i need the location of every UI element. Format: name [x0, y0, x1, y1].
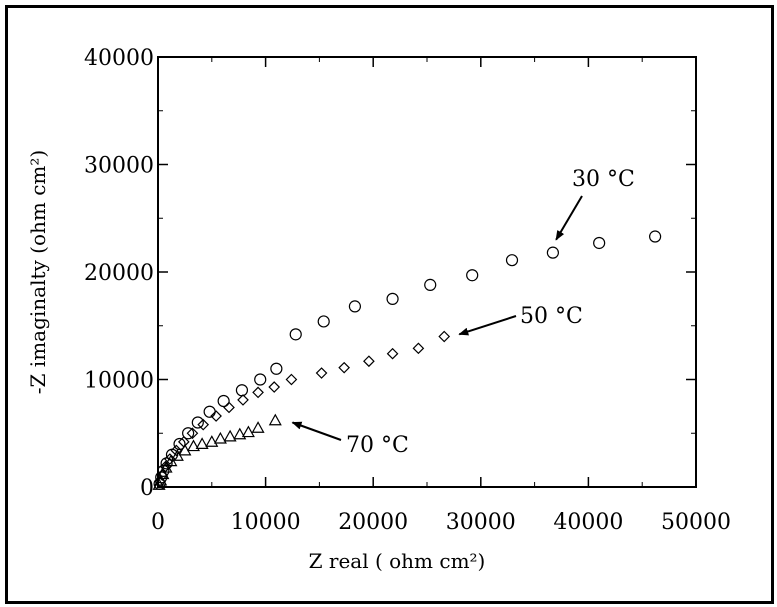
triangle-point [154, 473, 168, 486]
circle-point [157, 464, 170, 477]
triangle-point [268, 413, 282, 426]
triangle-point [251, 421, 265, 433]
x-tick-label: 10000 [231, 510, 301, 535]
triangle-point [152, 478, 166, 490]
x-tick-label: 0 [151, 510, 165, 535]
y-tick-label: 10000 [84, 369, 154, 394]
circle-point [424, 278, 437, 291]
circle-point [505, 254, 519, 267]
triangle-point [233, 427, 247, 440]
triangle-point [195, 437, 209, 449]
diamond-point [170, 444, 183, 457]
tick-labels: 0 10000 20000 30000 40000 50000 0 10000 20000 300… [84, 46, 731, 535]
data-points [152, 230, 662, 490]
circle-point [317, 315, 330, 328]
diamond-point [386, 347, 399, 360]
circle-point [546, 246, 559, 259]
x-tick-label: 50000 [661, 510, 731, 535]
triangle-point [241, 425, 255, 438]
y-tick-label: 20000 [84, 261, 154, 286]
triangle-point [178, 443, 192, 456]
temperature-label: 70 °C [346, 433, 409, 458]
triangle-point [159, 460, 173, 473]
temperature-label: 50 °C [520, 304, 583, 329]
circle-point [289, 328, 302, 341]
circle-point [348, 300, 362, 313]
annotation-arrow [458, 315, 517, 336]
series-diamond [154, 330, 451, 488]
annotations: 30 °C 50 °C 70 °C [291, 167, 635, 458]
x-axis-label: Z real ( ohm cm²) [309, 549, 486, 573]
diamond-point [338, 361, 350, 374]
triangle-point [213, 431, 227, 444]
circle-point [593, 236, 606, 250]
plot-border [157, 56, 697, 488]
x-tick-label: 30000 [446, 510, 516, 535]
circle-point [203, 405, 216, 418]
y-tick-label: 40000 [84, 46, 154, 71]
annotation-arrow [555, 195, 583, 241]
circle-point [386, 292, 399, 305]
triangle-point [205, 435, 219, 447]
triangle-point [156, 467, 170, 480]
figure-frame [5, 5, 774, 604]
diamond-point [197, 418, 210, 431]
circle-point [649, 230, 662, 243]
plot-frame [157, 56, 697, 488]
diamond-point [363, 355, 375, 368]
temperature-label: 30 °C [572, 167, 635, 192]
x-tick-label: 20000 [338, 510, 408, 535]
circle-point [182, 427, 195, 440]
circle-point [191, 416, 204, 429]
diamond-point [252, 386, 264, 399]
circle-point [270, 362, 283, 375]
diamond-point [237, 394, 249, 406]
triangle-point [186, 439, 201, 452]
diamond-point [438, 330, 451, 343]
x-tick-label: 40000 [553, 510, 623, 535]
diamond-point [285, 373, 298, 386]
y-tick-label: 30000 [84, 154, 154, 179]
y-tick-label: 0 [140, 476, 154, 501]
y-axis-label: -Z imaginalty (ohm cm²) [26, 150, 50, 394]
annotation-arrow [291, 421, 342, 441]
diamond-point [210, 410, 222, 422]
axis-ticks [157, 56, 697, 488]
circle-point [254, 373, 267, 386]
diamond-point [412, 342, 425, 355]
circle-point [466, 269, 479, 282]
triangle-point [223, 429, 237, 442]
diamond-point [315, 367, 328, 379]
series-triangle [152, 413, 282, 490]
circle-point [217, 394, 230, 408]
circle-point [235, 384, 249, 397]
diamond-point [268, 381, 281, 393]
diamond-point [186, 427, 199, 440]
diamond-point [223, 401, 235, 414]
